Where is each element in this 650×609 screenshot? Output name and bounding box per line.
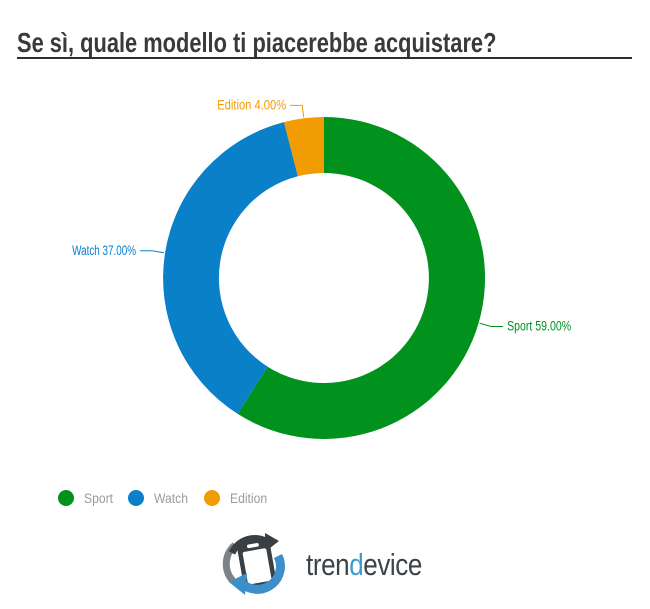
donut-chart: Sport 59.00% Watch 37.00% Edition 4.00% (72, 97, 571, 439)
slice-sport[interactable] (237, 116, 486, 439)
legend-item-sport[interactable]: Sport (58, 490, 116, 506)
slice-label-watch: Watch 37.00% (72, 243, 136, 258)
logo-blue-arrowhead (229, 573, 247, 595)
slice-edition[interactable] (284, 117, 324, 177)
legend-label-edition: Edition (230, 490, 268, 506)
slice-connector-watch (140, 250, 165, 254)
trendevice-logo-text: trendevice (306, 547, 422, 583)
chart-title: Se sì, quale modello ti piacerebbe acqui… (17, 27, 497, 58)
legend-item-edition[interactable]: Edition (204, 490, 271, 506)
slice-label-edition: Edition 4.00% (217, 97, 286, 112)
slice-watch[interactable] (163, 122, 298, 414)
legend-item-watch[interactable]: Watch (128, 490, 192, 506)
legend-swatch-watch (128, 490, 145, 506)
legend-label-sport: Sport (84, 490, 114, 506)
logo-phone (237, 538, 276, 590)
trendevice-logo-icon (222, 533, 285, 595)
logo-text-accent: d (349, 547, 364, 582)
legend-swatch-edition (204, 490, 221, 506)
chart-legend: Sport Watch Edition (58, 490, 283, 506)
slice-connector-sport (479, 322, 504, 327)
legend-label-watch: Watch (154, 490, 189, 506)
logo-text-prefix: tren (306, 547, 350, 582)
slice-connector-edition (290, 104, 305, 118)
title-underline (17, 57, 632, 59)
slice-label-sport: Sport 59.00% (507, 319, 571, 334)
legend-swatch-sport (58, 490, 74, 506)
logo-blue-arc (241, 553, 285, 594)
logo-text-suffix: evice (363, 547, 422, 582)
